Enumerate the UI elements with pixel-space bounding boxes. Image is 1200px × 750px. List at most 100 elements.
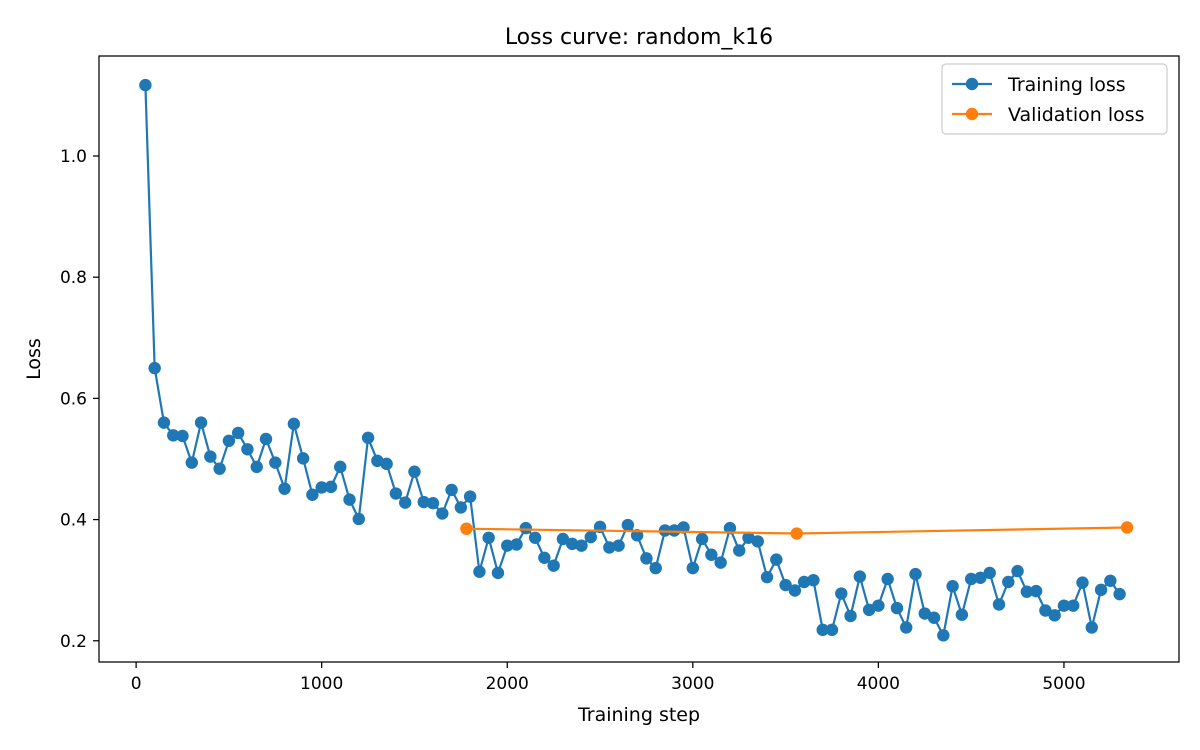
x-tick-label: 0 [131, 674, 142, 694]
training-loss-point [760, 570, 774, 584]
training-loss-point [565, 537, 579, 551]
training-loss-point [584, 530, 597, 544]
training-loss-point [705, 548, 718, 561]
training-loss-point [343, 493, 356, 506]
training-loss-point [677, 521, 690, 534]
legend-validation-marker [965, 107, 979, 121]
training-loss-point [482, 531, 495, 544]
training-loss-point [983, 566, 996, 580]
legend-box [941, 63, 1168, 135]
training-loss-point [148, 361, 161, 375]
training-loss-point [445, 483, 458, 497]
training-loss-point [612, 539, 625, 552]
training-loss-point [436, 507, 449, 520]
training-loss-point [872, 599, 885, 612]
training-loss-point [463, 490, 477, 503]
training-loss-point [417, 495, 430, 509]
training-loss-point [1113, 587, 1126, 601]
validation-loss-point [1120, 521, 1134, 534]
training-loss-point [974, 571, 987, 584]
training-loss-point [946, 580, 959, 593]
training-loss-point [1076, 576, 1089, 589]
training-loss-point [695, 532, 709, 546]
training-loss-point [844, 609, 857, 623]
training-loss-point [714, 556, 727, 569]
x-tick-label: 3000 [671, 674, 714, 694]
training-loss-point [213, 462, 226, 475]
training-loss-point [918, 607, 931, 620]
legend: Training loss Validation loss [941, 63, 1168, 135]
training-loss-point [306, 488, 319, 501]
training-loss-point [649, 561, 662, 575]
training-loss-point [204, 450, 217, 463]
training-loss-point [779, 578, 792, 592]
training-loss-point [315, 481, 328, 494]
training-loss-point [1048, 609, 1061, 622]
training-loss-point [881, 572, 894, 586]
training-loss-point [250, 460, 263, 474]
training-loss-point [157, 416, 171, 429]
training-loss-point [556, 532, 570, 546]
training-loss-point [770, 553, 783, 566]
training-loss-point [176, 429, 189, 443]
training-loss-point [1002, 575, 1015, 589]
validation-loss-point [460, 522, 473, 535]
training-loss-point [538, 551, 551, 564]
training-loss-point [909, 567, 922, 581]
training-loss-point [222, 434, 236, 448]
training-loss-point [575, 539, 588, 552]
training-loss-point [231, 426, 245, 440]
x-tick-label: 2000 [486, 674, 529, 694]
training-loss-point [185, 456, 198, 469]
training-loss-point [927, 611, 941, 624]
y-tick-label: 0.8 [60, 268, 87, 288]
training-loss-point [398, 496, 412, 509]
training-loss-point [139, 78, 152, 92]
training-loss-point [454, 501, 468, 514]
training-loss-point [361, 431, 375, 444]
training-loss-point [751, 535, 764, 548]
training-loss-point [287, 417, 301, 431]
training-loss-point [825, 623, 839, 637]
x-tick-label: 5000 [1042, 674, 1085, 694]
training-loss-point [296, 452, 310, 465]
y-tick-label: 0.2 [60, 632, 87, 652]
training-loss-point [1104, 574, 1117, 587]
training-loss-point [1039, 604, 1052, 617]
x-tick-label: 1000 [300, 674, 343, 694]
y-tick-label: 0.4 [60, 511, 87, 531]
training-loss-point [408, 465, 421, 478]
validation-loss-point [790, 527, 803, 540]
y-tick-label: 0.6 [60, 389, 87, 409]
training-loss-point [640, 552, 653, 565]
training-loss-point [1057, 599, 1071, 612]
y-tick-label: 1.0 [60, 147, 87, 167]
training-loss-point [352, 512, 365, 526]
training-loss-point [733, 544, 746, 557]
training-loss-point [1029, 584, 1043, 598]
training-loss-point [501, 539, 514, 552]
plot-frame [98, 55, 1180, 663]
training-loss-point [1094, 583, 1108, 597]
training-loss-point [519, 521, 533, 535]
training-loss-point [807, 573, 820, 587]
training-loss-point [621, 518, 635, 532]
training-loss-point [473, 565, 486, 578]
training-loss-point [278, 482, 291, 495]
training-loss-point [862, 603, 876, 617]
training-loss-point [334, 460, 347, 474]
training-loss-point [900, 621, 913, 634]
training-loss-point [491, 566, 505, 580]
training-loss-point [686, 561, 700, 575]
training-loss-point [797, 575, 811, 589]
training-loss-point [259, 432, 273, 446]
training-loss-point [324, 480, 338, 494]
training-loss-point [1067, 599, 1080, 612]
training-loss-point [1085, 621, 1098, 634]
legend-training-marker [965, 77, 979, 91]
training-loss-point [528, 531, 542, 544]
training-loss-point [742, 531, 755, 544]
training-loss-point [380, 457, 393, 471]
training-loss-point [1011, 564, 1024, 578]
